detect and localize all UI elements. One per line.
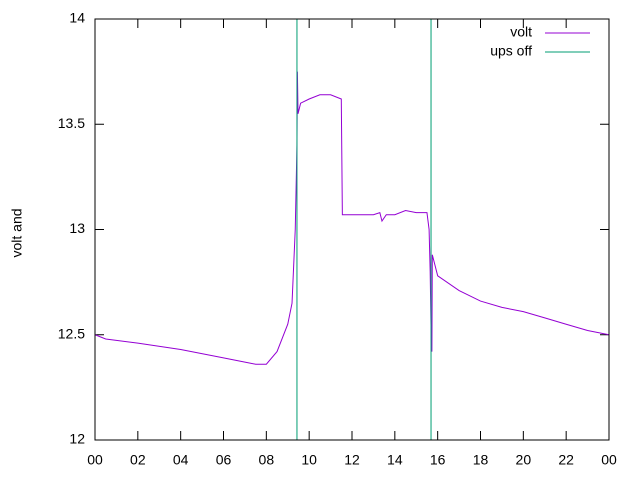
x-tick-label: 10 [301,452,317,468]
x-tick-label: 12 [344,452,360,468]
y-tick-label: 12 [69,431,85,447]
y-axis-label: volt and [9,208,25,257]
y-tick-label: 14 [69,10,85,26]
x-tick-label: 00 [601,452,617,468]
legend-label: ups off [490,43,532,59]
x-tick-label: 18 [473,452,489,468]
x-tick-label: 00 [87,452,103,468]
y-tick-label: 12.5 [58,325,85,341]
x-tick-label: 08 [259,452,275,468]
x-tick-label: 20 [516,452,532,468]
y-tick-label: 13.5 [58,115,85,131]
x-tick-label: 16 [430,452,446,468]
legend-label: volt [510,24,532,40]
x-tick-label: 14 [387,452,403,468]
x-tick-label: 06 [216,452,232,468]
x-tick-label: 22 [558,452,574,468]
y-tick-label: 13 [69,220,85,236]
plot-border [94,18,610,441]
data-line [94,71,610,365]
x-tick-label: 02 [130,452,146,468]
x-tick-label: 04 [173,452,189,468]
